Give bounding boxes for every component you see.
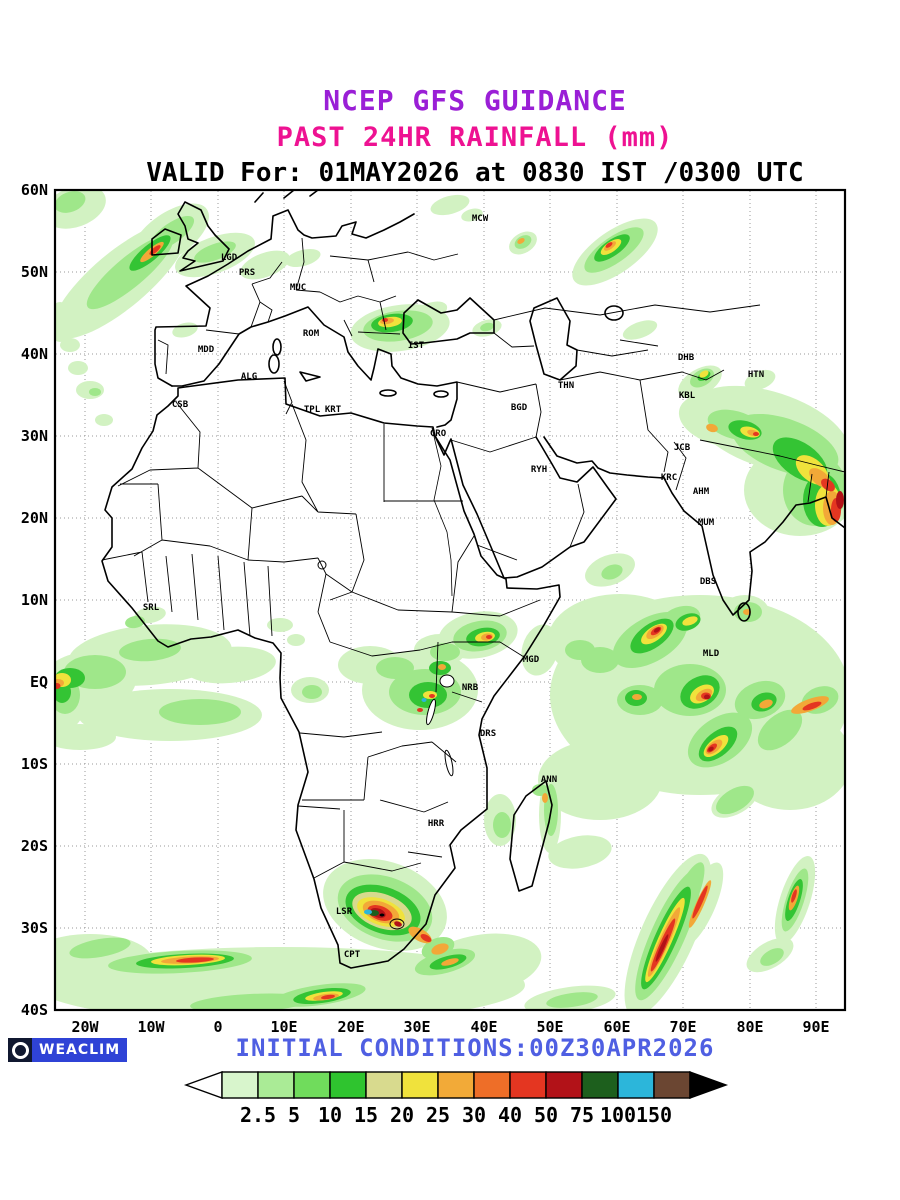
legend-threshold-label: 10 — [318, 1103, 342, 1127]
city-label: MCW — [472, 214, 489, 224]
city-label: KRT — [325, 405, 342, 415]
city-label: CRO — [430, 429, 447, 439]
lon-tick-label: 50E — [536, 1018, 563, 1036]
city-label: MLD — [703, 649, 720, 659]
country-borders — [101, 237, 846, 930]
city-label: KRC — [661, 473, 677, 483]
lat-tick-label: 50N — [21, 263, 48, 281]
lat-tick-label: 10N — [21, 591, 48, 609]
city-label: AHM — [693, 487, 710, 497]
map-frame — [53, 188, 847, 1012]
city-label: DBS — [700, 577, 716, 587]
city-label: CSB — [172, 400, 189, 410]
legend-segment — [257, 1071, 295, 1099]
city-label: LSR — [336, 907, 353, 917]
legend-segment — [581, 1071, 619, 1099]
legend-threshold-label: 50 — [534, 1103, 558, 1127]
city-label: ANN — [541, 775, 557, 785]
legend-segment — [509, 1071, 547, 1099]
city-label: DRS — [480, 729, 496, 739]
rainfall-shading — [55, 190, 845, 1010]
legend-arrow-left — [183, 1071, 223, 1099]
lat-tick-label: 10S — [21, 755, 48, 773]
rainfall-legend: 2.5 5 10 15 20 25 30 40 50 75 100 150 — [183, 1071, 729, 1127]
lon-tick-label: 10W — [137, 1018, 165, 1036]
city-label: PRS — [239, 268, 255, 278]
lat-tick-label: 40N — [21, 345, 48, 363]
legend-threshold-label: 2.5 — [240, 1103, 276, 1127]
coastlines — [101, 189, 846, 969]
city-label: THN — [558, 381, 574, 391]
city-label: ALG — [241, 372, 257, 382]
city-label: MUC — [290, 283, 306, 293]
lat-tick-label: 30S — [21, 919, 48, 937]
axis-labels: 20W 10W 0 10E 20E 30E 40E 50E 60E 70E 80E 90E 60N 50N… — [21, 181, 830, 1036]
legend-segment — [437, 1071, 475, 1099]
lon-tick-label: 90E — [802, 1018, 829, 1036]
lat-tick-label: 30N — [21, 427, 48, 445]
weaclim-logo-text: WEACLIM — [32, 1038, 128, 1062]
lon-tick-label: 0 — [213, 1018, 222, 1036]
legend-segment — [221, 1071, 259, 1099]
legend-arrow-right — [689, 1071, 729, 1099]
lon-tick-label: 60E — [603, 1018, 630, 1036]
legend-segment — [545, 1071, 583, 1099]
lon-tick-label: 30E — [403, 1018, 430, 1036]
lakes — [317, 560, 455, 777]
city-label: JCB — [674, 443, 691, 453]
weaclim-logo: WEACLIM — [8, 1038, 128, 1062]
legend-threshold-label: 75 — [570, 1103, 594, 1127]
city-label: MUM — [698, 518, 715, 528]
page-subtitle: PAST 24HR RAINFALL (mm) — [276, 122, 674, 153]
lon-tick-label: 80E — [736, 1018, 763, 1036]
lat-tick-label: 20N — [21, 509, 48, 527]
city-label: IST — [408, 341, 425, 351]
legend-segment — [653, 1071, 691, 1099]
lat-tick-label: EQ — [30, 673, 48, 691]
lon-tick-label: 40E — [470, 1018, 497, 1036]
legend-segment — [293, 1071, 331, 1099]
initial-conditions-line: INITIAL CONDITIONS:00Z30APR2026 — [235, 1034, 715, 1062]
legend-threshold-label: 25 — [426, 1103, 450, 1127]
legend-segment — [401, 1071, 439, 1099]
legend-segment — [617, 1071, 655, 1099]
city-label: KBL — [679, 391, 696, 401]
city-label: CPT — [344, 950, 361, 960]
lat-tick-label: 60N — [21, 181, 48, 199]
city-label: RYH — [531, 465, 547, 475]
legend-segment — [365, 1071, 403, 1099]
page-title: NCEP GFS GUIDANCE — [323, 84, 627, 117]
legend-threshold-label: 15 — [354, 1103, 378, 1127]
legend-threshold-label: 40 — [498, 1103, 522, 1127]
legend-threshold-label: 30 — [462, 1103, 486, 1127]
valid-time-line: VALID For: 01MAY2026 at 0830 IST /0300 U… — [146, 158, 804, 188]
city-label: DHB — [678, 353, 695, 363]
lon-tick-label: 70E — [669, 1018, 696, 1036]
city-label: MGD — [523, 655, 540, 665]
lon-tick-label: 10E — [270, 1018, 297, 1036]
legend-segment — [329, 1071, 367, 1099]
city-label: HTN — [748, 370, 764, 380]
city-label: BGD — [511, 403, 528, 413]
city-label: LGD — [221, 253, 238, 263]
legend-threshold-label: 20 — [390, 1103, 414, 1127]
city-label: ROM — [303, 329, 320, 339]
legend-segment — [473, 1071, 511, 1099]
legend-threshold-label: 5 — [288, 1103, 300, 1127]
city-label: SRL — [143, 603, 160, 613]
legend-threshold-label: 150 — [636, 1103, 672, 1127]
lat-tick-label: 20S — [21, 837, 48, 855]
city-label: NRB — [462, 683, 479, 693]
city-label: HRR — [428, 819, 445, 829]
legend-threshold-label: 100 — [600, 1103, 636, 1127]
city-label: MDD — [198, 345, 215, 355]
lon-tick-label: 20E — [337, 1018, 364, 1036]
weaclim-logo-icon — [8, 1038, 32, 1062]
lat-tick-label: 40S — [21, 1001, 48, 1019]
city-label: TPL — [304, 405, 321, 415]
lon-tick-label: 20W — [71, 1018, 99, 1036]
